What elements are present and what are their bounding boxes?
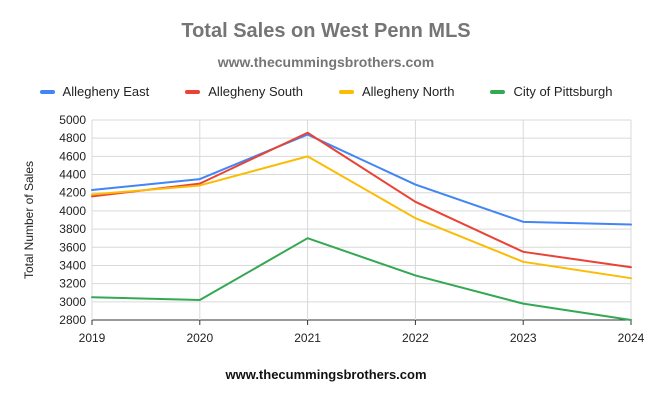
legend-label-3: City of Pittsburgh [513, 84, 613, 99]
chart-subtitle: www.thecummingsbrothers.com [217, 54, 435, 70]
y-tick-label: 3200 [59, 277, 86, 291]
legend-swatch-1 [185, 89, 201, 94]
y-tick-label: 4800 [59, 131, 86, 145]
series-line-0 [91, 133, 632, 226]
chart-title: Total Sales on West Penn MLS [181, 20, 471, 42]
x-axis-label: www.thecummingsbrothers.com [225, 367, 427, 382]
y-tick-label: 3400 [59, 258, 86, 272]
series-line-3 [91, 237, 632, 321]
y-axis-label: Total Number of Sales [22, 161, 36, 279]
legend-swatch-2 [338, 89, 354, 94]
y-tick-label: 5000 [59, 113, 86, 127]
legend-item-1: Allegheny South [185, 84, 303, 99]
legend-swatch-3 [490, 89, 506, 94]
x-tick-label: 2022 [402, 331, 429, 345]
y-tick-label: 2800 [59, 313, 86, 327]
y-tick-label: 4400 [59, 168, 86, 182]
y-tick-label: 3000 [59, 295, 86, 309]
y-tick-label: 3600 [59, 240, 86, 254]
legend-label-0: Allegheny East [62, 84, 150, 99]
legend-label-1: Allegheny South [208, 84, 303, 99]
y-tick-label: 4600 [59, 149, 86, 163]
x-tick-label: 2023 [510, 331, 537, 345]
legend-swatch-0 [39, 89, 55, 94]
x-tick-label: 2019 [79, 331, 106, 345]
y-tick-label: 4000 [59, 204, 86, 218]
legend-item-2: Allegheny North [338, 84, 455, 99]
x-tick-label: 2024 [618, 331, 645, 345]
x-tick-label: 2021 [294, 331, 321, 345]
legend-item-3: City of Pittsburgh [490, 84, 612, 99]
x-tick-label: 2020 [186, 331, 213, 345]
legend-item-0: Allegheny East [39, 84, 150, 99]
legend-label-2: Allegheny North [361, 84, 455, 99]
legend: Allegheny East Allegheny South Allegheny… [0, 84, 652, 99]
y-tick-label: 3800 [59, 222, 86, 236]
y-tick-label: 4200 [59, 186, 86, 200]
series-line-2 [91, 155, 632, 280]
series-line-1 [91, 131, 632, 269]
